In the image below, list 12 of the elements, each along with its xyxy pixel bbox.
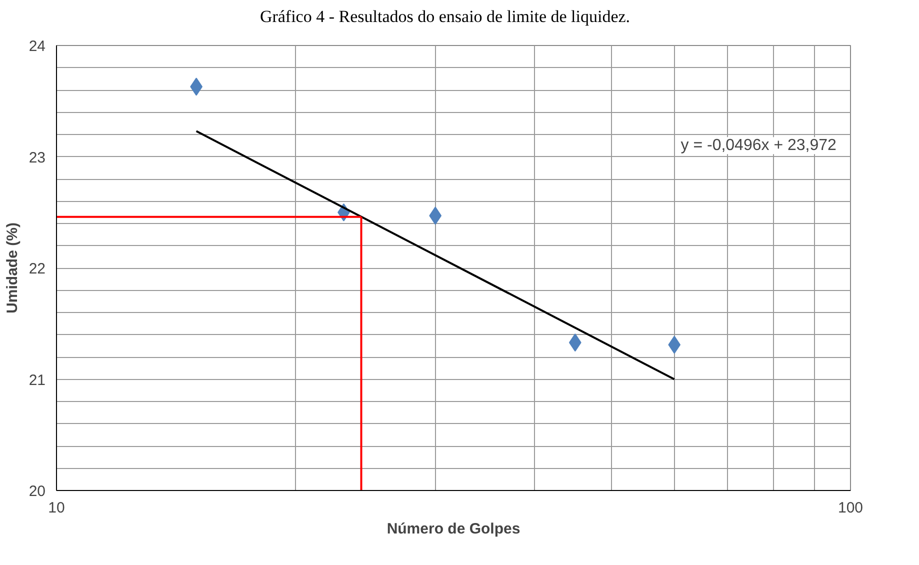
- point: [668, 336, 681, 354]
- y-tick-label: 24: [28, 38, 46, 55]
- y-axis-title: Umidade (%): [4, 222, 21, 314]
- y-tick-label: 22: [28, 260, 46, 278]
- y-tick-label: 20: [28, 483, 46, 500]
- annotation: y = -0,0496x + 23,972: [680, 137, 837, 154]
- x-tick-label: 100: [838, 500, 864, 516]
- x-axis-title: Número de Golpes: [386, 520, 520, 538]
- y-tick-label: 21: [28, 372, 46, 389]
- x-tick-label: 10: [48, 500, 65, 516]
- y-tick-label: 23: [28, 149, 46, 166]
- chart-title: Gráfico 4 - Resultados do ensaio de limite de liquidez.: [260, 6, 630, 28]
